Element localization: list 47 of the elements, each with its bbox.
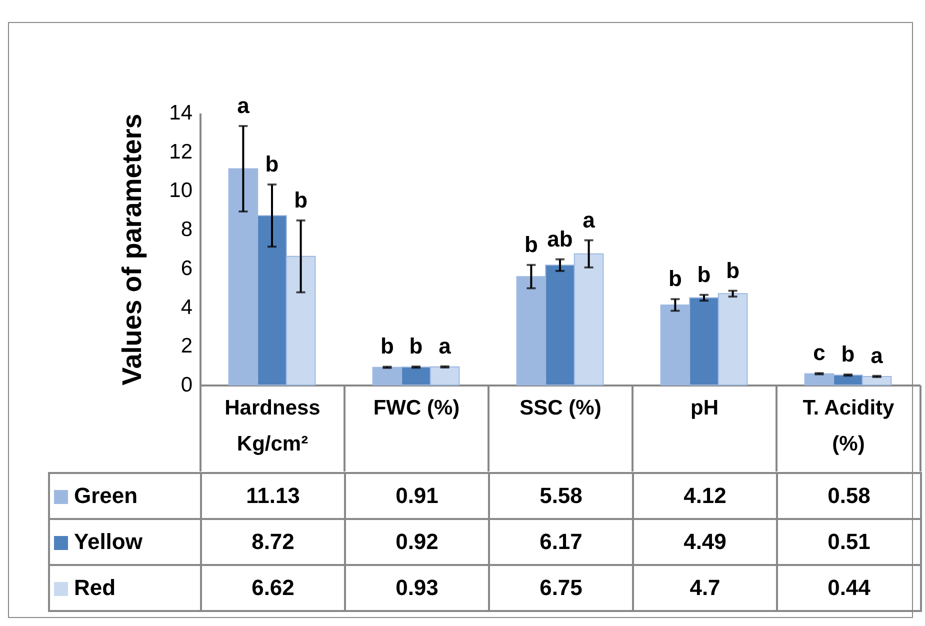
annotation: b: [697, 262, 711, 287]
x-tick-label: T. Acidity (%): [802, 396, 895, 456]
x-tick-label: pH: [690, 396, 718, 420]
data-label: 0.44: [777, 565, 921, 611]
annotation: b: [265, 151, 279, 176]
annotation: c: [813, 340, 826, 366]
data-label: 4.12: [633, 473, 777, 519]
y-tick-label: 6: [180, 256, 192, 280]
annotation: b: [524, 232, 538, 257]
data-label: 4.49: [633, 519, 777, 565]
data-label: 6.62: [201, 565, 345, 611]
annotation: a: [237, 93, 250, 118]
annotation: b: [668, 266, 682, 292]
data-label: 0.91: [345, 473, 489, 519]
x-tick-label: SSC (%): [520, 396, 602, 420]
annotation: b: [841, 342, 855, 367]
annotation: a: [582, 207, 596, 232]
legend-label: Yellow: [49, 519, 201, 565]
x-tick-label: FWC (%): [373, 396, 460, 420]
data-label: 0.93: [345, 565, 489, 611]
x-tick-label: Hardness Kg/cm²: [224, 396, 320, 456]
annotation: b: [409, 334, 423, 359]
legend-label: Red: [49, 565, 201, 611]
annotation: ab: [547, 226, 573, 252]
data-label: 0.92: [345, 519, 489, 565]
annotation: a: [438, 333, 452, 358]
y-tick-label: 12: [169, 140, 192, 164]
y-tick-label: 2: [180, 334, 192, 358]
data-label: 4.7: [633, 565, 777, 611]
data-label: 11.13: [201, 473, 345, 519]
y-tick-label: 10: [169, 179, 192, 202]
annotation: b: [380, 334, 394, 359]
data-label: 0.51: [777, 519, 921, 565]
data-label: 6.17: [489, 519, 633, 565]
y-axis-title: Values of parameters: [117, 114, 148, 386]
annotation: b: [294, 187, 308, 212]
y-tick-label: 14: [169, 102, 193, 124]
y-tick-label: 0: [180, 374, 192, 396]
y-tick-label: 8: [180, 218, 192, 242]
y-tick-label: 4: [180, 296, 193, 319]
data-label: 6.75: [489, 565, 633, 611]
data-label: 8.72: [201, 519, 345, 565]
legend-label: Green: [49, 473, 201, 519]
data-label: 0.58: [777, 473, 921, 519]
data-label: 5.58: [489, 473, 633, 519]
annotation: b: [726, 258, 740, 283]
annotation: a: [870, 342, 884, 368]
